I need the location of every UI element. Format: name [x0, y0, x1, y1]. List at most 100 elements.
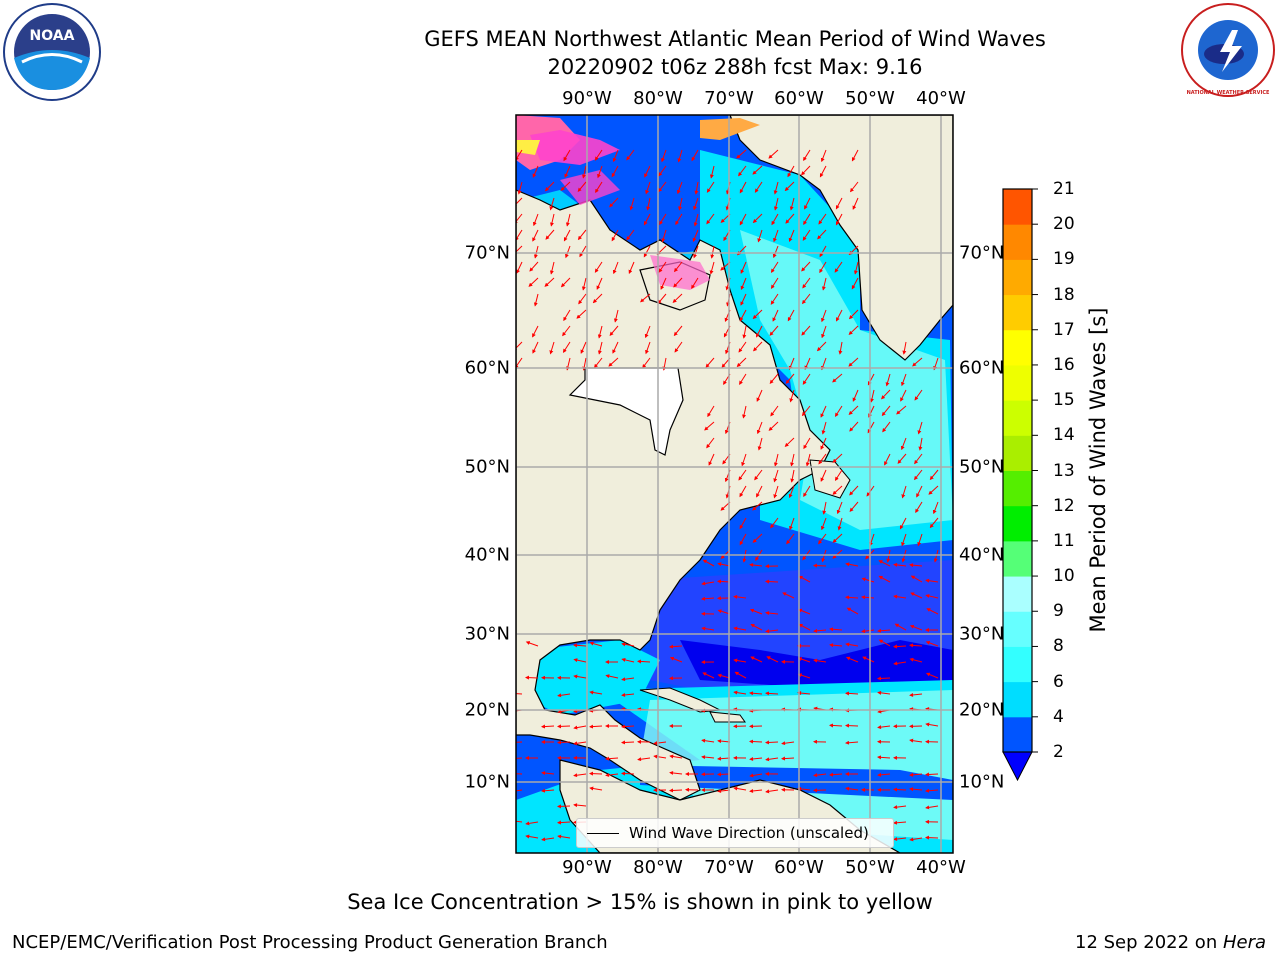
wave-direction-arrow [692, 229, 699, 243]
wave-direction-arrow [909, 692, 923, 697]
wave-direction-arrow [912, 357, 923, 367]
wave-direction-arrow [770, 277, 779, 289]
wave-direction-arrow [877, 628, 891, 633]
wave-direction-arrow [829, 643, 843, 648]
wave-direction-arrow [516, 213, 523, 225]
wave-direction-arrow [852, 389, 859, 402]
wave-direction-arrow [577, 181, 587, 192]
wave-direction-arrow [532, 165, 539, 178]
wave-direction-arrow [573, 773, 587, 778]
wave-direction-arrow [706, 213, 715, 225]
wave-direction-arrow [573, 674, 587, 679]
wave-direction-arrow [645, 181, 651, 195]
wave-direction-arrow [749, 608, 763, 615]
wave-direction-arrow [739, 517, 747, 530]
wave-direction-arrow [517, 181, 523, 195]
colorbar-segment [1003, 540, 1032, 577]
sea-ice-orange [700, 118, 760, 140]
lon-label-bottom-60w: 60°W [774, 857, 824, 878]
wave-direction-arrow [803, 149, 811, 162]
wave-direction-arrow [560, 181, 571, 191]
wave-direction-arrow [845, 691, 859, 696]
wave-direction-arrow [701, 596, 715, 601]
wave-direction-arrow [516, 197, 523, 208]
wave-direction-arrow [918, 437, 923, 451]
wave-direction-arrow [549, 261, 555, 275]
wave-direction-arrow [739, 485, 747, 498]
wave-direction-arrow [658, 181, 667, 193]
wave-direction-arrow [704, 421, 715, 431]
footer-branch: NCEP/EMC/Verification Post Processing Pr… [12, 932, 608, 953]
wave-direction-arrow [733, 626, 747, 631]
wave-direction-arrow [516, 245, 523, 256]
wave-direction-arrow [929, 517, 939, 529]
colorbar-segment [1003, 576, 1032, 612]
wave-direction-arrow [787, 165, 795, 178]
colorbar-tick-label: 6 [1053, 671, 1064, 692]
wave-direction-arrow [821, 421, 827, 435]
wave-direction-arrow [673, 325, 683, 337]
wave-direction-arrow [643, 245, 651, 258]
wave-direction-arrow [752, 165, 763, 175]
wave-direction-arrow [702, 672, 715, 679]
wave-direction-arrow [787, 309, 795, 322]
colorbar-segment [1003, 224, 1032, 260]
wave-direction-arrow [516, 741, 523, 743]
wave-direction-arrow [832, 453, 843, 463]
wave-direction-arrow [845, 740, 859, 745]
wave-direction-arrow [909, 624, 923, 631]
wave-direction-arrow [637, 757, 651, 762]
colorbar-tick-label: 20 [1053, 214, 1075, 235]
wave-direction-arrow [834, 261, 843, 273]
wave-direction-arrow [673, 261, 683, 273]
wave-direction-arrow [848, 309, 859, 320]
wave-direction-arrow [750, 656, 763, 663]
wave-direction-arrow [742, 325, 747, 339]
wave-direction-arrow [672, 293, 683, 303]
wave-direction-arrow [769, 325, 779, 336]
wave-direction-arrow [821, 325, 827, 339]
wave-direction-arrow [899, 517, 907, 530]
wave-direction-arrow [701, 755, 715, 760]
wave-direction-arrow [628, 261, 635, 275]
wave-direction-arrow [819, 165, 827, 178]
wave-direction-arrow [781, 756, 795, 761]
map-gridlines [516, 115, 953, 853]
legend-label: Wind Wave Direction (unscaled) [629, 824, 869, 842]
wave-direction-arrow [909, 837, 923, 842]
lat-label-right-40n: 40°N [959, 544, 1005, 566]
wave-direction-arrow [708, 453, 715, 466]
wave-direction-arrow [805, 453, 811, 467]
wave-direction-arrow [837, 517, 843, 531]
wave-direction-arrow [734, 671, 747, 679]
wave-direction-arrow [740, 293, 747, 306]
wave-direction-arrow [702, 559, 715, 567]
wave-direction-arrow [893, 562, 907, 567]
wave-direction-arrow [557, 834, 571, 839]
wave-direction-arrow [901, 549, 907, 563]
wave-direction-arrow [832, 549, 843, 559]
wave-direction-arrow [813, 658, 827, 663]
wave-direction-arrow [621, 740, 635, 745]
wave-direction-arrow [621, 771, 635, 776]
wave-direction-arrow [621, 692, 635, 697]
wave-direction-arrow [801, 293, 811, 305]
wave-direction-arrow [709, 165, 715, 179]
wave-direction-arrow [740, 277, 747, 291]
colorbar-tick-label: 10 [1053, 566, 1075, 587]
wave-direction-arrow [902, 341, 907, 355]
wave-direction-arrow [765, 691, 779, 696]
colorbar-tick-label: 9 [1053, 601, 1064, 622]
wave-direction-arrow [756, 389, 763, 402]
colorbar-segment [1003, 259, 1032, 296]
wave-direction-arrow [749, 562, 763, 567]
wave-direction-arrow [802, 373, 811, 385]
wave-direction-arrow [608, 357, 619, 367]
wave-direction-arrow [707, 405, 715, 418]
lon-label-bottom-90w: 90°W [562, 857, 612, 878]
colorbar-segment [1003, 400, 1032, 436]
wave-direction-arrow [626, 229, 635, 241]
wave-direction-arrow [756, 485, 763, 498]
wave-direction-arrow [773, 469, 779, 483]
wave-direction-arrow [901, 533, 907, 547]
